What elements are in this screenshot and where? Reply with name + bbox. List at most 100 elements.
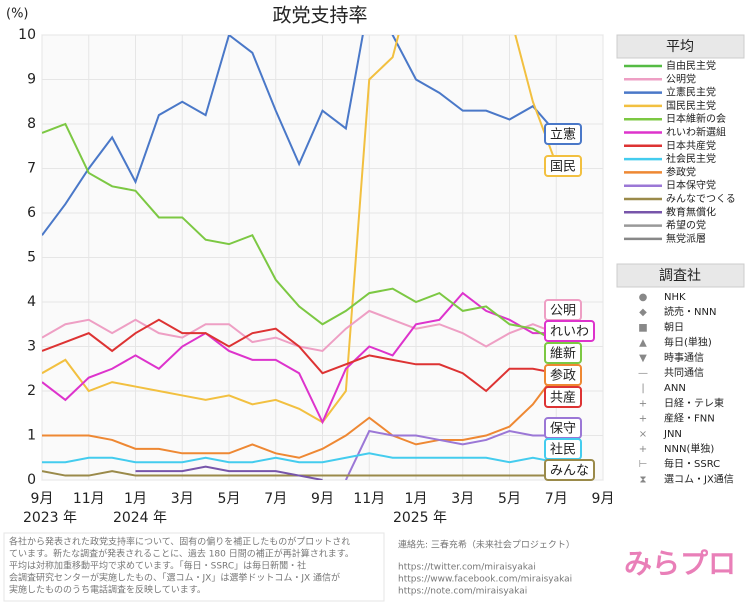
end-label: 立憲 (550, 127, 576, 143)
end-label-box (544, 320, 595, 342)
x-tick-label: 5月 (498, 491, 521, 507)
pollster-symbol: ⊢ (639, 459, 648, 470)
pollster-label: 産経・FNN (664, 412, 715, 425)
end-label: みんな (550, 464, 589, 479)
series-line (42, 291, 557, 425)
end-label: 参政 (550, 368, 576, 384)
note-line: 実施したもののうち電話調査を反映しています。 (9, 584, 206, 596)
end-label: 公明 (550, 304, 576, 319)
legend-label: 教育無償化 (666, 205, 716, 218)
y-tick-label: 8 (27, 116, 36, 132)
legend-title: 調査社 (659, 268, 701, 284)
y-tick-label: 2 (27, 383, 36, 399)
series-line (42, 35, 558, 236)
y-tick-label: 10 (18, 27, 36, 43)
pollster-symbol: ● (639, 292, 648, 303)
end-label-box (544, 342, 582, 364)
legend-title: 平均 (666, 39, 694, 55)
contact: 連絡先: 三春充希（未来社会プロジェクト） (398, 539, 575, 551)
legend-label: みんなでつくる (666, 193, 736, 205)
link: https://twitter.com/miraisyakai (398, 563, 536, 573)
pollster-label: 朝日 (664, 321, 684, 333)
x-tick-label: 9月 (592, 491, 615, 507)
pollster-label: NHK (664, 292, 686, 303)
pollster-symbol: ⧗ (639, 474, 646, 485)
pollster-symbol: ▼ (639, 353, 647, 364)
note-line: 会調査研究センターが実施したもの、「選コム・JX」は選挙ドットコム・JX 通信が (9, 572, 340, 584)
y-tick-label: 6 (27, 205, 36, 221)
pollster-label: 毎日・SSRC (664, 457, 720, 470)
y-axis-label: (%) (6, 7, 29, 22)
series-line (135, 465, 323, 480)
pollster-label: 日経・テレ東 (664, 396, 724, 409)
pollster-symbol: ■ (638, 322, 647, 333)
series-line (42, 318, 557, 393)
x-tick-label: 1月 (405, 491, 428, 507)
y-tick-label: 3 (27, 339, 36, 355)
end-label-box (544, 459, 595, 481)
note-box (3, 532, 385, 602)
legend-label: 希望の党 (666, 219, 706, 232)
pollster-label: 選コム・JX通信 (664, 472, 734, 485)
pollster-symbol: ▲ (639, 338, 647, 349)
end-label-box (544, 364, 582, 386)
pollster-label: JNN (663, 429, 682, 440)
note-line: 平均は対称加重移動平均で求めています。「毎日・SSRC」は毎日新聞・社 (9, 560, 306, 572)
series-line (344, 429, 557, 480)
end-label: 共産 (550, 390, 576, 406)
x-tick-label: 1月 (124, 491, 147, 507)
link: https://www.facebook.com/miraisyakai (398, 575, 572, 585)
pollster-label: 共同通信 (664, 367, 704, 379)
legend-label: 無党派層 (666, 232, 706, 245)
legend-label: 参政党 (666, 165, 696, 178)
pollster-label: 時事通信 (664, 351, 704, 364)
legend-header (616, 263, 745, 288)
series-line (42, 452, 557, 464)
x-tick-label: 9月 (31, 491, 54, 507)
legend-label: 社会民主党 (666, 152, 716, 165)
y-tick-label: 1 (27, 428, 36, 444)
legend-label: 日本保守党 (666, 179, 716, 192)
end-label-box (544, 123, 582, 145)
y-tick-label: 0 (27, 472, 36, 488)
legend-label: れいわ新選組 (666, 126, 726, 139)
note-line: 各社から発表された政党支持率について、固有の偏りを補正したものがプロットされ (9, 536, 350, 548)
pollster-symbol: | (641, 383, 644, 394)
year-label: 2023 年 (23, 510, 77, 526)
x-tick-label: 7月 (264, 491, 287, 507)
logo: みらプロ (624, 547, 736, 580)
lines (42, 35, 558, 480)
legend-header (616, 34, 745, 59)
legend-label: 公明党 (666, 72, 696, 85)
legend-label: 国民民主党 (666, 99, 716, 112)
legend-label: 日本共産党 (666, 139, 716, 152)
pollster-symbol: + (639, 414, 647, 425)
y-tick-label: 4 (27, 294, 36, 310)
x-tick-label: 11月 (73, 491, 105, 507)
y-tick-label: 5 (27, 250, 36, 266)
pollster-symbol: + (639, 444, 647, 455)
series-line (42, 35, 558, 424)
series-line (42, 372, 558, 459)
pollster-label: ANN (664, 383, 686, 394)
year-label: 2024 年 (113, 510, 167, 526)
series-line (42, 122, 557, 343)
x-tick-label: 11月 (353, 491, 385, 507)
pollster-label: 毎日(単独) (664, 336, 712, 349)
note-line: ています。新たな調査が発表されることに、過去 180 日間の補正が再計算されます… (9, 548, 354, 560)
pollster-symbol: × (639, 429, 647, 440)
chart-title: 政党支持率 (272, 5, 367, 27)
pollster-label: NNN(単独) (664, 442, 714, 455)
end-label: 維新 (550, 346, 576, 362)
pollster-label: 読売・NNN (664, 305, 716, 318)
end-label-box (544, 155, 582, 177)
legend-label: 日本維新の会 (666, 112, 726, 125)
y-tick-label: 7 (27, 161, 36, 177)
link: https://note.com/miraisyakai (398, 587, 527, 597)
year-label: 2025 年 (393, 510, 447, 526)
legend-label: 自由民主党 (666, 59, 716, 72)
pollster-symbol: ◆ (639, 307, 647, 318)
end-label: 社民 (550, 442, 576, 458)
x-tick-label: 9月 (311, 491, 334, 507)
